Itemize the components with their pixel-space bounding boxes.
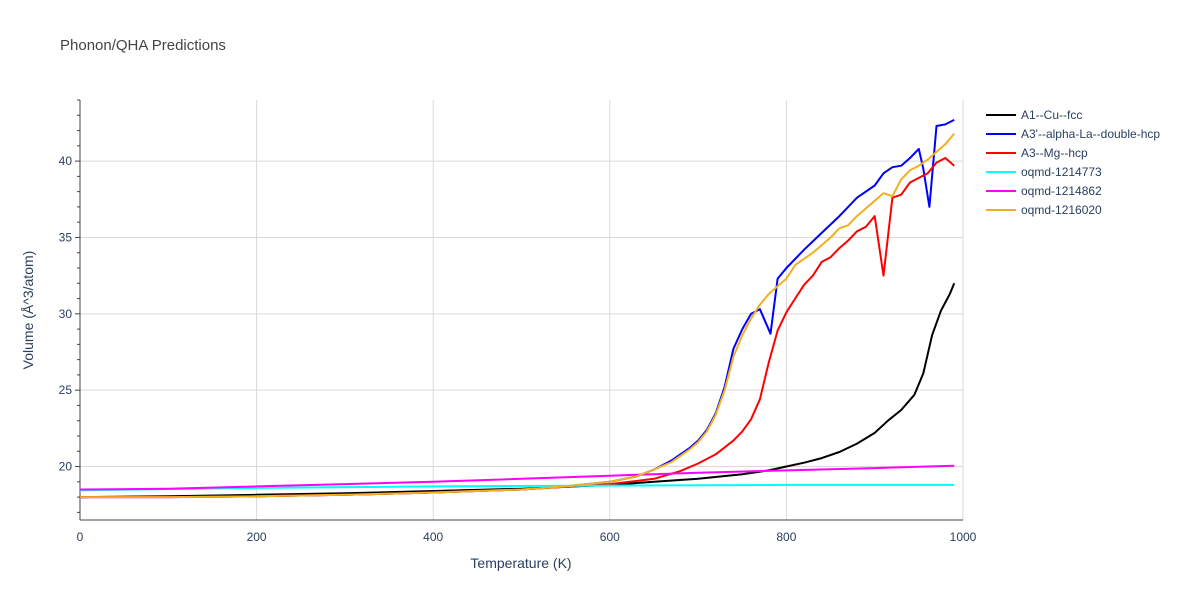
series-lines — [79, 119, 956, 499]
x-axis-title: Temperature (K) — [470, 555, 571, 571]
series-line-3 — [79, 483, 955, 492]
series-line-2 — [80, 157, 955, 499]
y-axis-title: Volume (Å^3/atom) — [20, 251, 36, 370]
legend-entry: A1--Cu--fcc — [1021, 108, 1082, 122]
y-tick-label: 30 — [59, 307, 73, 321]
chart-title: Phonon/QHA Predictions — [60, 37, 226, 54]
legend-entry: oqmd-1214862 — [1021, 184, 1102, 198]
x-tick-label: 0 — [77, 530, 84, 544]
axes: 0 200 400 600 800 1000 20 25 30 35 40 — [59, 99, 977, 544]
legend-entry: oqmd-1214773 — [1021, 165, 1102, 179]
grid — [80, 100, 964, 520]
legend-entry: A3--Mg--hcp — [1021, 146, 1088, 160]
series-line-0 — [79, 282, 956, 499]
series-line-4 — [79, 464, 955, 491]
series-line-1 — [80, 119, 955, 499]
series-line-5 — [80, 132, 955, 499]
y-tick-label: 35 — [59, 230, 73, 244]
y-tick-label: 25 — [59, 383, 73, 397]
x-tick-label: 800 — [776, 530, 796, 544]
legend: A1--Cu--fcc A3'--alpha-La--double-hcp A3--… — [986, 108, 1160, 217]
legend-entry: oqmd-1216020 — [1021, 203, 1102, 217]
x-tick-label: 600 — [600, 530, 620, 544]
y-tick-label: 20 — [59, 460, 73, 474]
legend-entry: A3'--alpha-La--double-hcp — [1021, 127, 1160, 141]
y-tick-label: 40 — [59, 154, 73, 168]
x-tick-label: 200 — [247, 530, 267, 544]
x-tick-label: 400 — [423, 530, 443, 544]
x-tick-label: 1000 — [950, 530, 977, 544]
